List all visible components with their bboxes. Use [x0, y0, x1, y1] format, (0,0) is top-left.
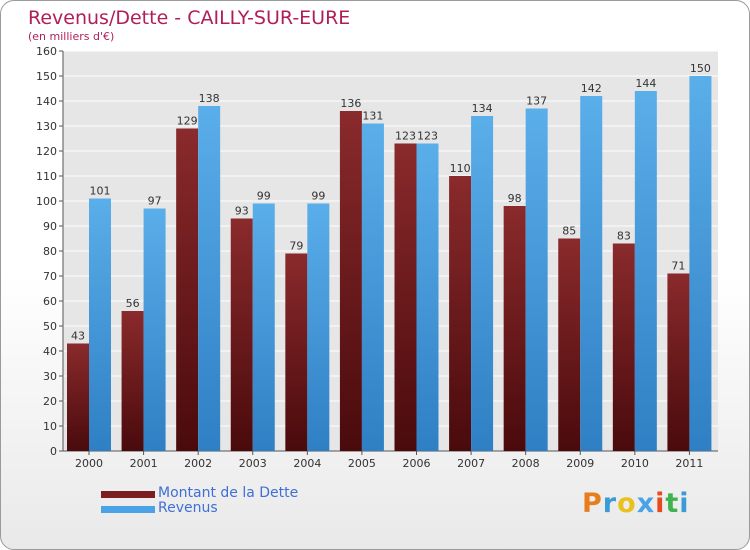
bar-revenus — [89, 198, 111, 451]
bar-dette — [67, 343, 89, 451]
data-label-revenus: 131 — [362, 110, 383, 123]
proxiti-logo: Proxiti — [582, 488, 690, 519]
bar-revenus — [143, 208, 166, 451]
x-tick-label: 2008 — [512, 457, 540, 470]
data-label-revenus: 123 — [417, 130, 438, 143]
y-tick-label: 130 — [36, 120, 57, 133]
bar-dette — [612, 243, 635, 451]
y-tick-label: 10 — [43, 420, 57, 433]
bar-dette — [285, 253, 308, 451]
bar-revenus — [634, 91, 657, 451]
y-tick-label: 160 — [36, 45, 57, 58]
x-tick-label: 2005 — [348, 457, 376, 470]
bar-dette — [176, 128, 199, 451]
bar-dette — [503, 206, 526, 451]
data-label-dette: 98 — [508, 192, 522, 205]
bar-revenus — [580, 96, 603, 451]
y-tick-label: 30 — [43, 370, 57, 383]
y-tick-label: 110 — [36, 170, 57, 183]
data-label-dette: 71 — [671, 260, 685, 273]
bar-revenus — [252, 203, 275, 451]
y-tick-label: 0 — [50, 445, 57, 458]
x-tick-label: 2011 — [675, 457, 703, 470]
logo-letter: i — [679, 488, 690, 519]
data-label-dette: 129 — [177, 115, 198, 128]
logo-letter: P — [582, 488, 603, 519]
x-tick-label: 2010 — [621, 457, 649, 470]
data-label-revenus: 138 — [199, 92, 220, 105]
legend-label-revenus: Revenus — [158, 500, 218, 516]
bar-revenus — [361, 123, 384, 451]
logo-letter: t — [665, 488, 680, 519]
y-tick-label: 140 — [36, 95, 57, 108]
y-tick-label: 20 — [43, 395, 57, 408]
x-tick-label: 2007 — [457, 457, 485, 470]
legend-swatch-revenus — [101, 506, 155, 513]
y-tick-label: 70 — [43, 270, 57, 283]
x-tick-label: 2000 — [75, 457, 103, 470]
data-label-dette: 83 — [617, 230, 631, 243]
x-tick-label: 2009 — [566, 457, 594, 470]
data-label-dette: 110 — [450, 162, 471, 175]
bar-dette — [449, 176, 472, 451]
data-label-dette: 123 — [395, 130, 416, 143]
data-label-dette: 85 — [562, 225, 576, 238]
bar-dette — [667, 273, 690, 451]
bar-dette — [121, 311, 144, 451]
legend-label-dette: Montant de la Dette — [158, 485, 299, 501]
y-tick-label: 150 — [36, 70, 57, 83]
y-tick-label: 80 — [43, 245, 57, 258]
logo-letter: o — [617, 488, 637, 519]
logo-letter: x — [636, 488, 656, 519]
bar-revenus — [416, 143, 439, 451]
x-tick-label: 2002 — [184, 457, 212, 470]
data-label-dette: 56 — [126, 297, 140, 310]
legend-swatch-dette — [101, 491, 155, 498]
bar-revenus — [525, 108, 548, 451]
y-tick-label: 90 — [43, 220, 57, 233]
bar-dette — [230, 218, 253, 451]
data-label-dette: 43 — [71, 330, 85, 343]
bar-dette — [558, 238, 581, 451]
bar-revenus — [307, 203, 330, 451]
data-label-revenus: 99 — [257, 190, 271, 203]
data-label-revenus: 150 — [690, 62, 711, 75]
logo-letter: i — [655, 488, 666, 519]
data-label-revenus: 101 — [90, 185, 111, 198]
data-label-dette: 136 — [340, 97, 361, 110]
data-label-revenus: 137 — [526, 95, 547, 108]
bar-dette — [339, 111, 362, 451]
x-tick-label: 2004 — [293, 457, 321, 470]
data-label-revenus: 144 — [635, 77, 656, 90]
y-tick-label: 60 — [43, 295, 57, 308]
bar-revenus — [198, 106, 221, 451]
x-tick-label: 2003 — [239, 457, 267, 470]
data-label-revenus: 99 — [311, 190, 325, 203]
logo-letter: r — [602, 488, 618, 519]
data-label-revenus: 134 — [472, 102, 493, 115]
bar-revenus — [471, 116, 494, 451]
y-tick-label: 40 — [43, 345, 57, 358]
y-tick-label: 120 — [36, 145, 57, 158]
chart-title: Revenus/Dette - CAILLY-SUR-EURE — [28, 7, 351, 29]
chart-subtitle: (en milliers d'€) — [28, 30, 115, 43]
bar-revenus — [689, 76, 712, 451]
x-tick-label: 2001 — [130, 457, 158, 470]
y-tick-label: 100 — [36, 195, 57, 208]
bar-dette — [394, 143, 417, 451]
data-label-revenus: 142 — [581, 82, 602, 95]
data-label-revenus: 97 — [148, 195, 162, 208]
data-label-dette: 79 — [289, 240, 303, 253]
y-tick-label: 50 — [43, 320, 57, 333]
x-tick-label: 2006 — [403, 457, 431, 470]
data-label-dette: 93 — [235, 205, 249, 218]
